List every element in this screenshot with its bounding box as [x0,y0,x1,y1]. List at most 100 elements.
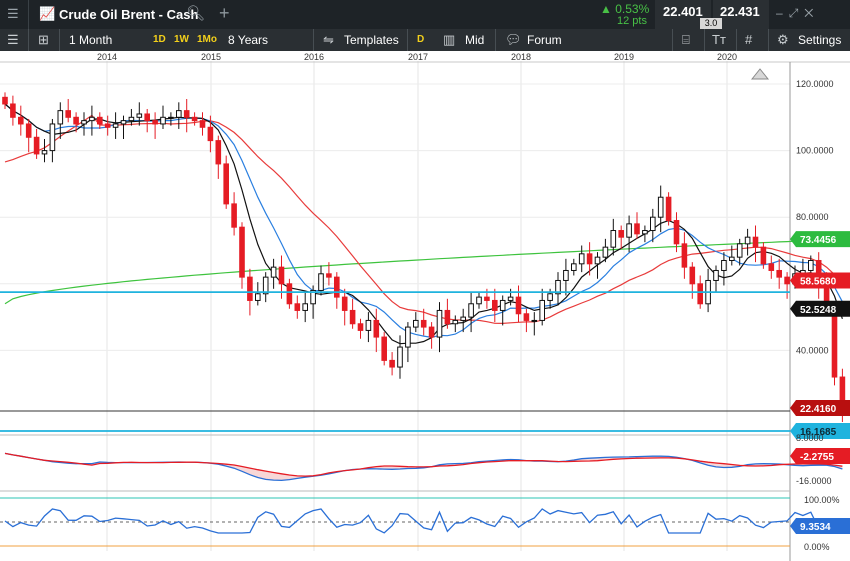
x-axis-labels: 2014 2015 2016 2017 2018 2019 2020 [97,52,737,62]
sma-mid-line [4,103,843,339]
buy-price[interactable]: 22.431 [720,4,760,19]
candle-body [768,263,775,271]
period-1d-button[interactable]: 1D [153,34,166,45]
price-chart[interactable]: 2014 2015 2016 2017 2018 2019 2020 120.0000 100… [0,51,850,561]
grid-icon[interactable]: # [745,32,753,47]
candle-body [460,316,466,321]
candle-body [199,120,206,128]
ruler-icon[interactable]: ⌸ [682,32,690,47]
scroll-up-icon[interactable] [750,68,770,80]
d-button[interactable]: D [417,34,425,45]
price-type-icon[interactable]: ▥ [443,32,456,47]
templates-button[interactable]: Templates [344,33,399,47]
candle-body [452,319,459,325]
price-tick-label: 120.0000 [796,79,834,89]
candle-body [571,263,577,271]
osc-tick-bottom: -16.0000 [796,476,832,486]
search-icon[interactable]: 🔍︎ [186,5,206,22]
candle-body [207,126,214,142]
candle-body [760,246,767,265]
interval-select[interactable]: 1 Month [69,33,113,47]
chart-line-icon: 📈 [39,6,56,21]
badge-green-ma: 73.4456 [800,235,837,246]
mid-button[interactable]: Mid [465,33,485,47]
year-label: 2018 [511,52,531,62]
candle-body [642,230,648,235]
candle-body [665,196,672,222]
year-label: 2017 [408,52,428,62]
candle-body [41,150,48,155]
candlesticks [2,92,846,422]
spread-badge: 3.0 [700,18,722,29]
candle-body [302,303,308,311]
plus-icon[interactable]: + [219,3,230,23]
year-label: 2016 [304,52,324,62]
osc-slow-line [4,452,843,477]
horizontal-lines [0,291,790,432]
year-label: 2014 [97,52,117,62]
osc2-value-badge: 9.3534 [800,522,831,533]
chart-toolbar: ☰ ⊞ 1 Month 1D 1W 1Mo 8 Years ⇋ Template… [0,29,850,51]
title-bar: ☰ 📈 Crude Oil Brent - Cash 🔍︎ + ▲ 0.53% … [0,0,850,29]
close-icon[interactable]: ✕ [804,6,820,20]
candle-body [373,319,380,338]
sell-price[interactable]: 22.401 [663,4,703,19]
restore-icon[interactable]: ⤢ [788,6,805,20]
candle-body [673,220,680,245]
change-box [595,0,653,29]
candle-body [89,116,95,122]
candle-body [18,116,24,125]
templates-icon[interactable]: ⇋ [323,32,334,47]
candle-body [586,253,593,265]
menu-icon[interactable]: ☰ [7,6,19,21]
forum-icon[interactable]: 💬︎ [505,32,522,47]
candle-body [436,309,443,338]
period-1mo-button[interactable]: 1Mo [197,34,217,45]
range-select[interactable]: 8 Years [228,33,269,47]
candle-body [555,279,561,295]
window-controls[interactable]: –⤢✕ [776,6,819,21]
candle-body [334,276,340,298]
candle-body [721,259,727,271]
sma-extra-long-line [4,238,843,305]
candle-body [49,123,56,152]
candle-body [231,203,237,228]
instrument-title[interactable]: Crude Oil Brent - Cash [59,7,199,22]
toolbar-divider [672,29,673,51]
candle-body [57,110,64,125]
forum-button[interactable]: Forum [527,33,562,47]
candle-body [144,113,150,122]
badge-black-ma-bg [790,300,850,317]
candle-body [531,319,538,322]
candle-body [602,246,609,258]
candle-body [168,116,174,119]
candle-body [413,319,419,328]
badge-black-ma: 52.5248 [800,305,837,316]
settings-button[interactable]: Settings [798,33,842,47]
layout-grid-icon[interactable]: ⊞ [38,32,49,47]
candle-body [578,253,585,265]
candle-body [476,296,482,305]
candle-body [808,259,814,271]
candle-body [128,116,135,122]
year-label: 2015 [201,52,221,62]
period-1w-button[interactable]: 1W [174,34,189,45]
candle-body [191,116,198,122]
percent-oscillator-panel: 100.00% 0.00% 9.3534 [0,495,850,552]
candle-body [547,293,553,301]
settings-icon[interactable]: ⚙ [777,32,789,47]
hamburger-icon[interactable]: ☰ [7,32,19,47]
candle-body [697,283,704,305]
candle-body [689,266,696,285]
buy-price-box[interactable] [713,0,769,29]
candle-body [136,113,143,118]
minimize-icon[interactable]: – [776,6,789,20]
price-tick-label: 40.0000 [796,345,829,355]
candle-body [492,299,498,311]
text-size-icon[interactable]: Tт [712,32,726,47]
candle-body [523,313,530,321]
candle-body [25,123,32,138]
osc-badge-bg [790,448,850,464]
candle-body [626,223,632,238]
candle-body [365,319,372,331]
